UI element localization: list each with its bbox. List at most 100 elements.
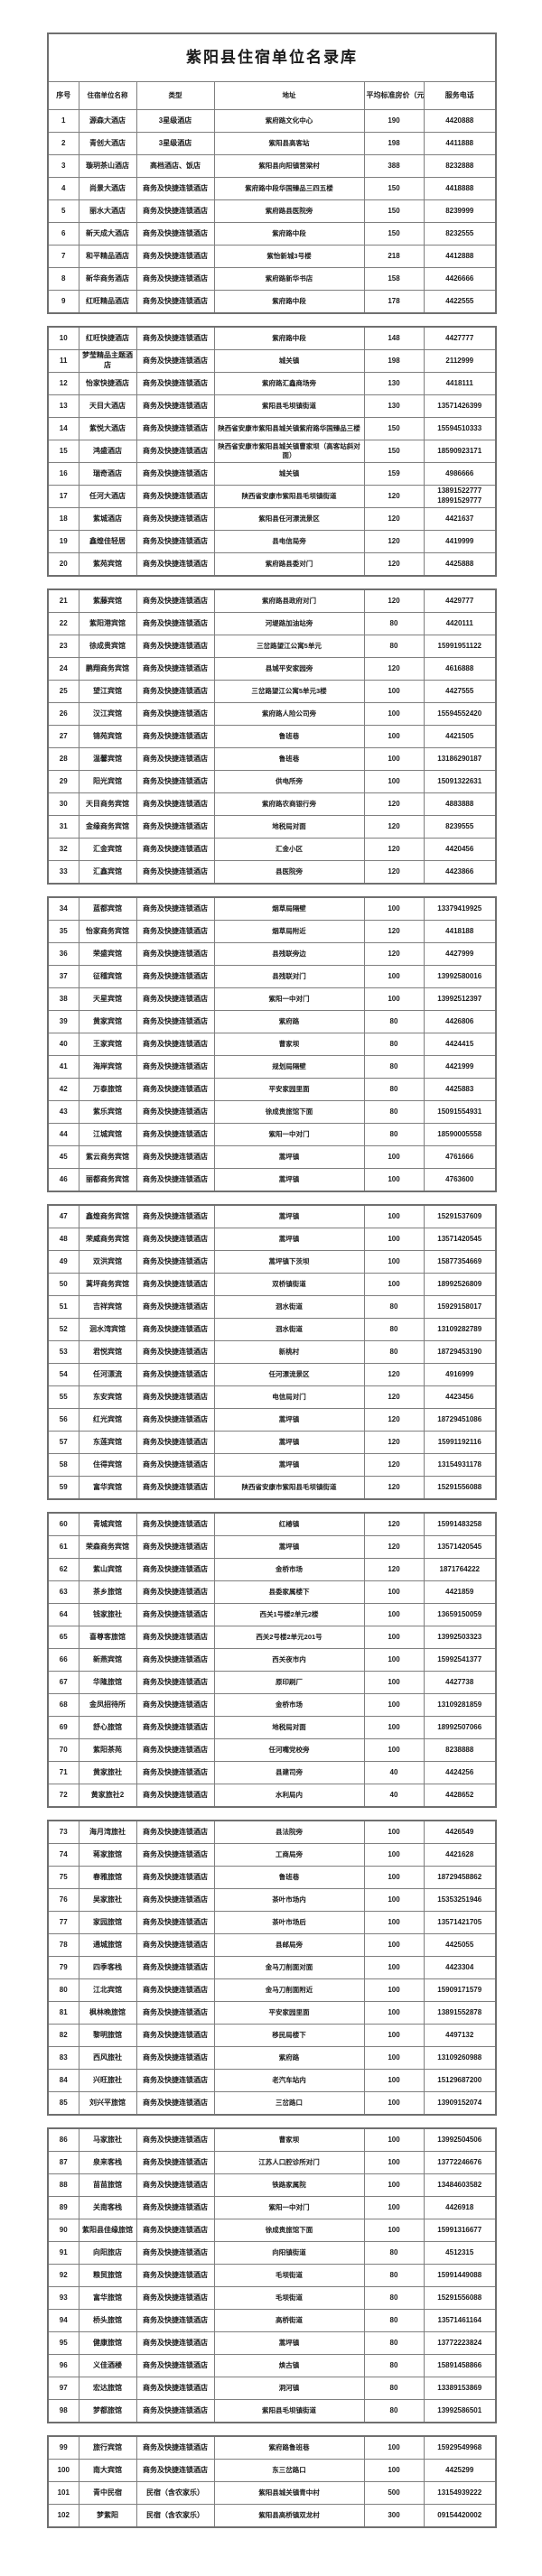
table-row: 55 东安宾馆 商务及快捷连锁酒店 电信局对门 120 4423456 [47,1385,497,1409]
cell-address: 焕古镇 [213,2354,365,2377]
cell-address: 徐成贵旅馆下面 [213,2219,365,2242]
cell-phone: 13891552878 [423,2001,497,2025]
cell-type: 商务及快捷连锁酒店 [136,1318,215,1341]
table-row: 85 刘兴平旅馆 商务及快捷连锁酒店 三岔路口 100 13909152074 [47,2091,497,2116]
cell-phone: 4916999 [423,1363,497,1386]
cell-address: 地税局对面 [213,1716,365,1739]
cell-no: 18 [47,507,79,531]
cell-price: 120 [363,507,425,531]
cell-name: 源森大酒店 [78,109,137,133]
cell-no: 14 [47,417,79,440]
cell-name: 四季客栈 [78,1956,137,1979]
cell-address: 江苏人口腔诊所对门 [213,2151,365,2174]
table-row: 3 璇玥茶山酒店 高档酒店、饭店 紫阳县向阳镇营梁村 388 8232888 [47,154,497,178]
cell-type: 商务及快捷连锁酒店 [136,2046,215,2070]
cell-type: 商务及快捷连锁酒店 [136,1168,215,1192]
cell-price: 100 [363,896,425,921]
cell-phone: 13992504506 [423,2127,497,2152]
cell-no: 98 [47,2399,79,2423]
cell-price: 100 [363,1603,425,1626]
cell-no: 73 [47,1820,79,1844]
table-row: 93 富华旅馆 商务及快捷连锁酒店 毛坝街道 80 15291556088 [47,2286,497,2310]
cell-phone: 4986666 [423,462,497,486]
column-header-address: 地址 [213,81,365,110]
table-row: 92 粮贸旅馆 商务及快捷连锁酒店 毛坝街道 80 15991449088 [47,2264,497,2287]
table-row: 1 源森大酒店 3星级酒店 紫府路文化中心 190 4420888 [47,109,497,133]
cell-name: 家园旅馆 [78,1911,137,1934]
cell-type: 商务及快捷连锁酒店 [136,1843,215,1867]
cell-price: 80 [363,2399,425,2423]
cell-name: 青创大酒店 [78,132,137,155]
cell-address: 毛坝街道 [213,2264,365,2287]
cell-type: 商务及快捷连锁酒店 [136,417,215,440]
cell-name: 新天成大酒店 [78,222,137,246]
cell-no: 42 [47,1078,79,1101]
cell-address: 紫阳县任河漂流景区 [213,507,365,531]
cell-type: 商务及快捷连锁酒店 [136,440,215,463]
cell-no: 92 [47,2264,79,2287]
cell-price: 148 [363,326,425,350]
cell-price: 120 [363,552,425,577]
cell-name: 青城宾馆 [78,1512,137,1536]
cell-price: 100 [363,1204,425,1228]
cell-type: 商务及快捷连锁酒店 [136,1273,215,1296]
cell-address: 蒿坪镇 [213,1408,365,1432]
cell-price: 120 [363,1363,425,1386]
cell-no: 22 [47,612,79,635]
table-row: 13 天目大酒店 商务及快捷连锁酒店 紫阳县毛坝镇街道 130 13571426399 [47,394,497,418]
cell-type: 商务及快捷连锁酒店 [136,462,215,486]
cell-name: 和平精品酒店 [78,245,137,268]
cell-phone: 4421859 [423,1580,497,1604]
cell-address: 地税局对面 [213,815,365,839]
cell-price: 100 [363,725,425,748]
cell-type: 商务及快捷连锁酒店 [136,372,215,395]
cell-no: 64 [47,1603,79,1626]
cell-type: 商务及快捷连锁酒店 [136,635,215,658]
cell-price: 120 [363,485,425,508]
cell-type: 商务及快捷连锁酒店 [136,2241,215,2265]
cell-address: 紫阳县毛坝镇街道 [213,394,365,418]
cell-price: 80 [363,1010,425,1033]
cell-name: 红旺精品酒店 [78,290,137,314]
table-row: 65 喜尊客旅馆 商务及快捷连锁酒店 西关2号楼2单元201号 100 139925033… [47,1626,497,1649]
table-row: 47 鑫煌商务宾馆 商务及快捷连锁酒店 蒿坪镇 100 15291537609 [47,1204,497,1228]
cell-no: 65 [47,1626,79,1649]
cell-phone: 4425883 [423,1078,497,1101]
cell-name: 紫云商务宾馆 [78,1145,137,1169]
cell-type: 商务及快捷连锁酒店 [136,747,215,771]
table-row: 60 青城宾馆 商务及快捷连锁酒店 红椿镇 120 15991483258 [47,1512,497,1536]
cell-phone: 13389153869 [423,2377,497,2400]
cell-no: 97 [47,2377,79,2400]
column-header-name: 住宿单位名称 [78,81,137,110]
cell-price: 130 [363,394,425,418]
cell-no: 48 [47,1228,79,1251]
cell-type: 商务及快捷连锁酒店 [136,2399,215,2423]
table-row: 52 洄水湾宾馆 商务及快捷连锁酒店 洄水街道 80 13109282789 [47,1318,497,1341]
cell-type: 商务及快捷连锁酒店 [136,920,215,943]
cell-no: 99 [47,2435,79,2460]
cell-name: 住得宾馆 [78,1453,137,1477]
cell-name: 紫阳县佳缘旅馆 [78,2219,137,2242]
cell-no: 29 [47,770,79,793]
table-page: 73 海月湾旅社 商务及快捷连锁酒店 县法院旁 100 4426549 74 蒋家旅馆 商务及快… [47,1820,497,2116]
cell-name: 春雅旅馆 [78,1866,137,1889]
cell-no: 26 [47,702,79,726]
cell-type: 商务及快捷连锁酒店 [136,987,215,1011]
cell-name: 蒿坪商务宾馆 [78,1273,137,1296]
cell-price: 80 [363,1100,425,1124]
cell-no: 43 [47,1100,79,1124]
cell-address: 老汽车站内 [213,2069,365,2092]
table-row: 88 苗苗旅馆 商务及快捷连锁酒店 铁路家属院 100 13484603582 [47,2173,497,2197]
cell-no: 88 [47,2173,79,2197]
cell-type: 商务及快捷连锁酒店 [136,815,215,839]
table-row: 98 梦都旅馆 商务及快捷连锁酒店 紫阳县毛坝镇街道 80 13992586501 [47,2399,497,2423]
cell-name: 通城旅馆 [78,1933,137,1957]
cell-type: 商务及快捷连锁酒店 [136,1738,215,1762]
cell-no: 3 [47,154,79,178]
table-row: 25 望江宾馆 商务及快捷连锁酒店 三岔路望江公寓5单元3楼 100 4427555 [47,680,497,703]
cell-address: 平安家园里面 [213,2001,365,2025]
cell-no: 80 [47,1978,79,2002]
cell-phone: 15992541377 [423,1648,497,1672]
cell-name: 鸿盛酒店 [78,440,137,463]
cell-address: 水利局内 [213,1784,365,1808]
